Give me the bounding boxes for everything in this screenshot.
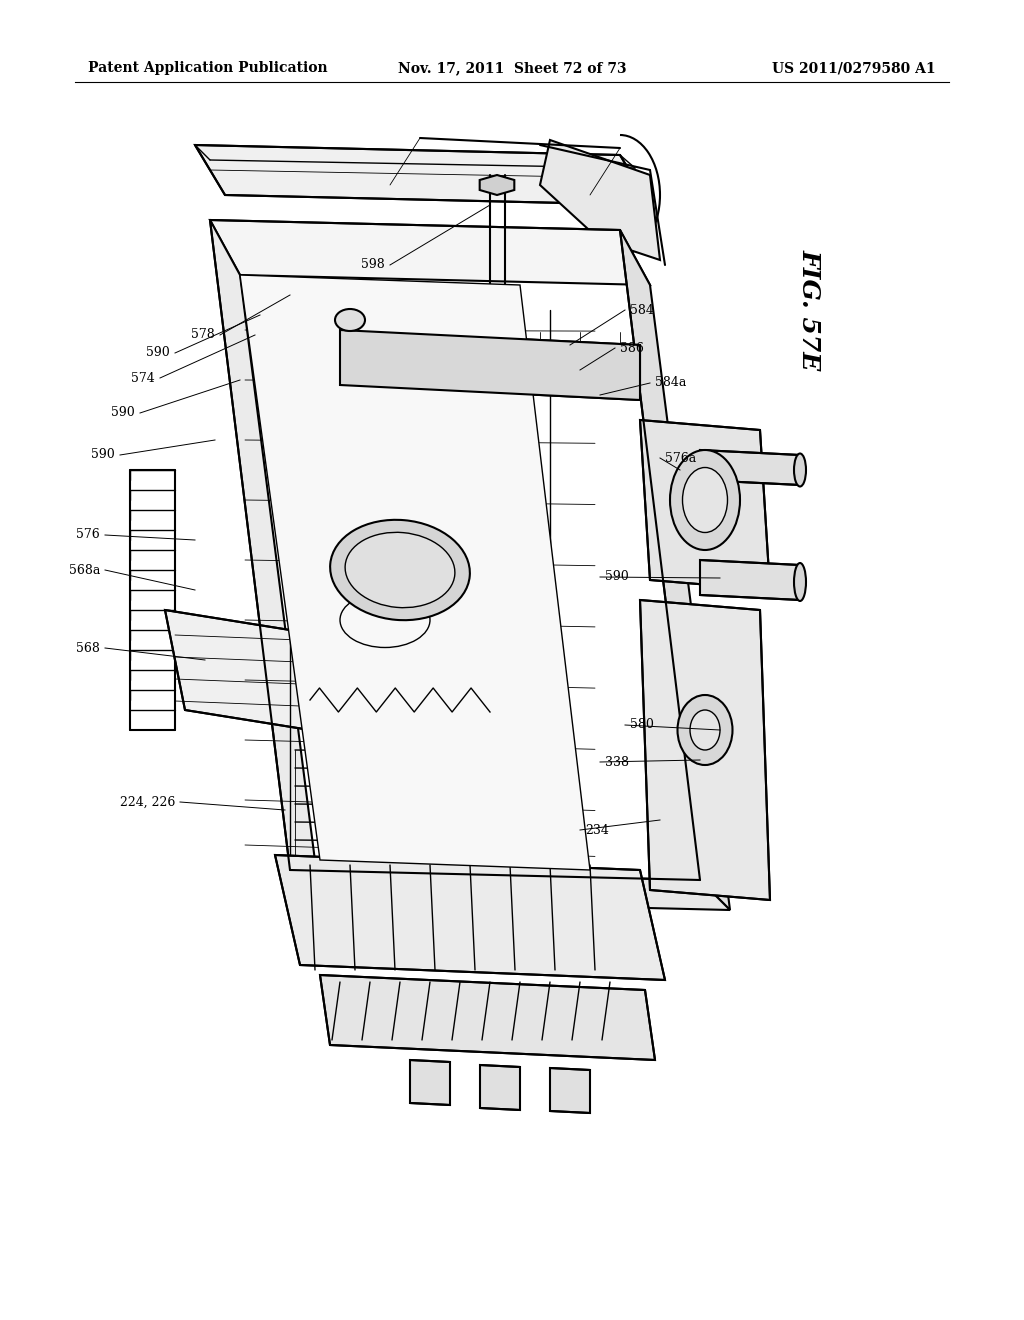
Text: 590: 590: [91, 449, 115, 462]
Text: 590: 590: [146, 346, 170, 359]
Text: Patent Application Publication: Patent Application Publication: [88, 61, 328, 75]
Polygon shape: [540, 140, 660, 260]
Text: 586: 586: [620, 342, 644, 355]
Polygon shape: [640, 601, 770, 900]
Ellipse shape: [683, 467, 727, 532]
Text: FIG. 57E: FIG. 57E: [798, 249, 822, 371]
Polygon shape: [480, 1065, 520, 1110]
Text: 584a: 584a: [655, 376, 686, 389]
Polygon shape: [479, 176, 514, 195]
Ellipse shape: [678, 696, 732, 766]
Polygon shape: [550, 1068, 590, 1113]
Text: 584: 584: [630, 304, 654, 317]
Text: 580: 580: [630, 718, 654, 731]
Polygon shape: [700, 560, 800, 601]
Ellipse shape: [794, 454, 806, 487]
Polygon shape: [290, 870, 730, 909]
Text: 576a: 576a: [665, 451, 696, 465]
Polygon shape: [210, 220, 319, 900]
Polygon shape: [620, 230, 730, 909]
Text: 568: 568: [76, 642, 100, 655]
Text: 338: 338: [605, 755, 629, 768]
Text: 574: 574: [131, 371, 155, 384]
Ellipse shape: [794, 564, 806, 601]
Ellipse shape: [690, 710, 720, 750]
Polygon shape: [275, 855, 665, 979]
Text: 590: 590: [605, 570, 629, 583]
Ellipse shape: [345, 532, 455, 607]
Ellipse shape: [670, 450, 740, 550]
Text: 578: 578: [191, 329, 215, 342]
Polygon shape: [165, 610, 310, 730]
Polygon shape: [195, 145, 650, 205]
Polygon shape: [319, 975, 655, 1060]
Polygon shape: [410, 1060, 450, 1105]
Text: Nov. 17, 2011  Sheet 72 of 73: Nov. 17, 2011 Sheet 72 of 73: [397, 61, 627, 75]
Text: 234: 234: [585, 824, 609, 837]
Polygon shape: [700, 450, 800, 484]
Ellipse shape: [335, 309, 365, 331]
Polygon shape: [240, 275, 590, 870]
Text: 224, 226: 224, 226: [120, 796, 175, 808]
Text: 576: 576: [76, 528, 100, 541]
Text: US 2011/0279580 A1: US 2011/0279580 A1: [772, 61, 936, 75]
Polygon shape: [210, 220, 650, 285]
Polygon shape: [640, 420, 770, 590]
Text: 590: 590: [112, 407, 135, 420]
Polygon shape: [340, 330, 640, 400]
Ellipse shape: [330, 520, 470, 620]
Text: 568a: 568a: [69, 564, 100, 577]
Text: 598: 598: [361, 259, 385, 272]
